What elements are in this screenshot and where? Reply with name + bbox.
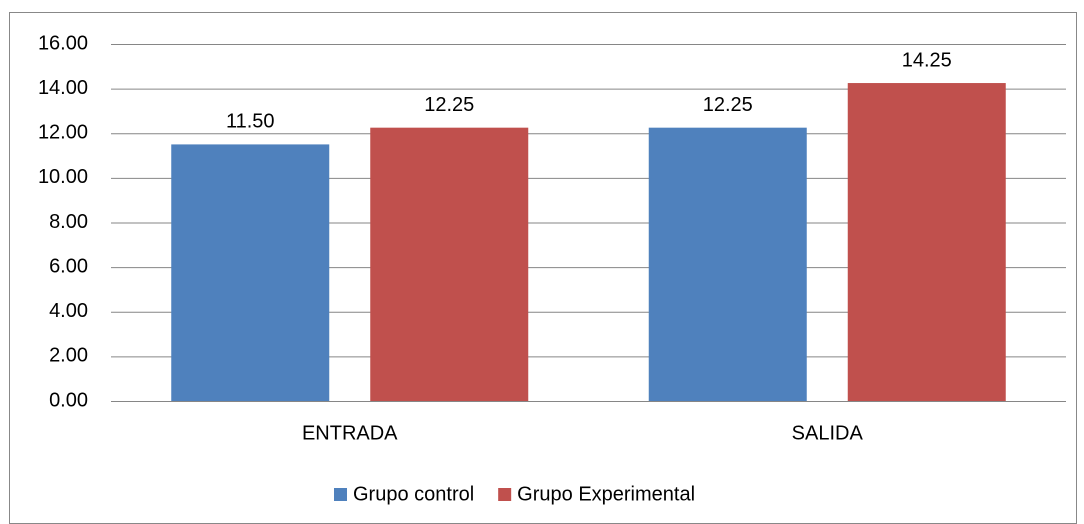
legend-swatch [334, 488, 347, 501]
legend-label: Grupo Experimental [517, 483, 695, 505]
y-tick-label: 16.00 [38, 32, 88, 54]
x-tick-label: SALIDA [792, 422, 864, 444]
value-label: 14.25 [902, 49, 952, 71]
bar [847, 83, 1006, 401]
y-tick-label: 6.00 [49, 255, 88, 277]
y-tick-label: 10.00 [38, 166, 88, 188]
value-label: 12.25 [703, 94, 753, 116]
value-label: 12.25 [424, 94, 474, 116]
y-tick-label: 14.00 [38, 77, 88, 99]
x-tick-label: ENTRADA [302, 422, 398, 444]
y-tick-label: 0.00 [49, 389, 88, 411]
y-tick-label: 8.00 [49, 211, 88, 233]
bar [370, 127, 529, 401]
y-tick-label: 12.00 [38, 122, 88, 144]
legend-label: Grupo control [353, 483, 474, 505]
legend-swatch [498, 488, 512, 501]
bar [648, 127, 807, 401]
bar [171, 144, 330, 401]
value-label: 11.50 [226, 111, 275, 133]
y-tick-label: 4.00 [49, 300, 88, 322]
y-tick-label: 2.00 [49, 345, 88, 367]
